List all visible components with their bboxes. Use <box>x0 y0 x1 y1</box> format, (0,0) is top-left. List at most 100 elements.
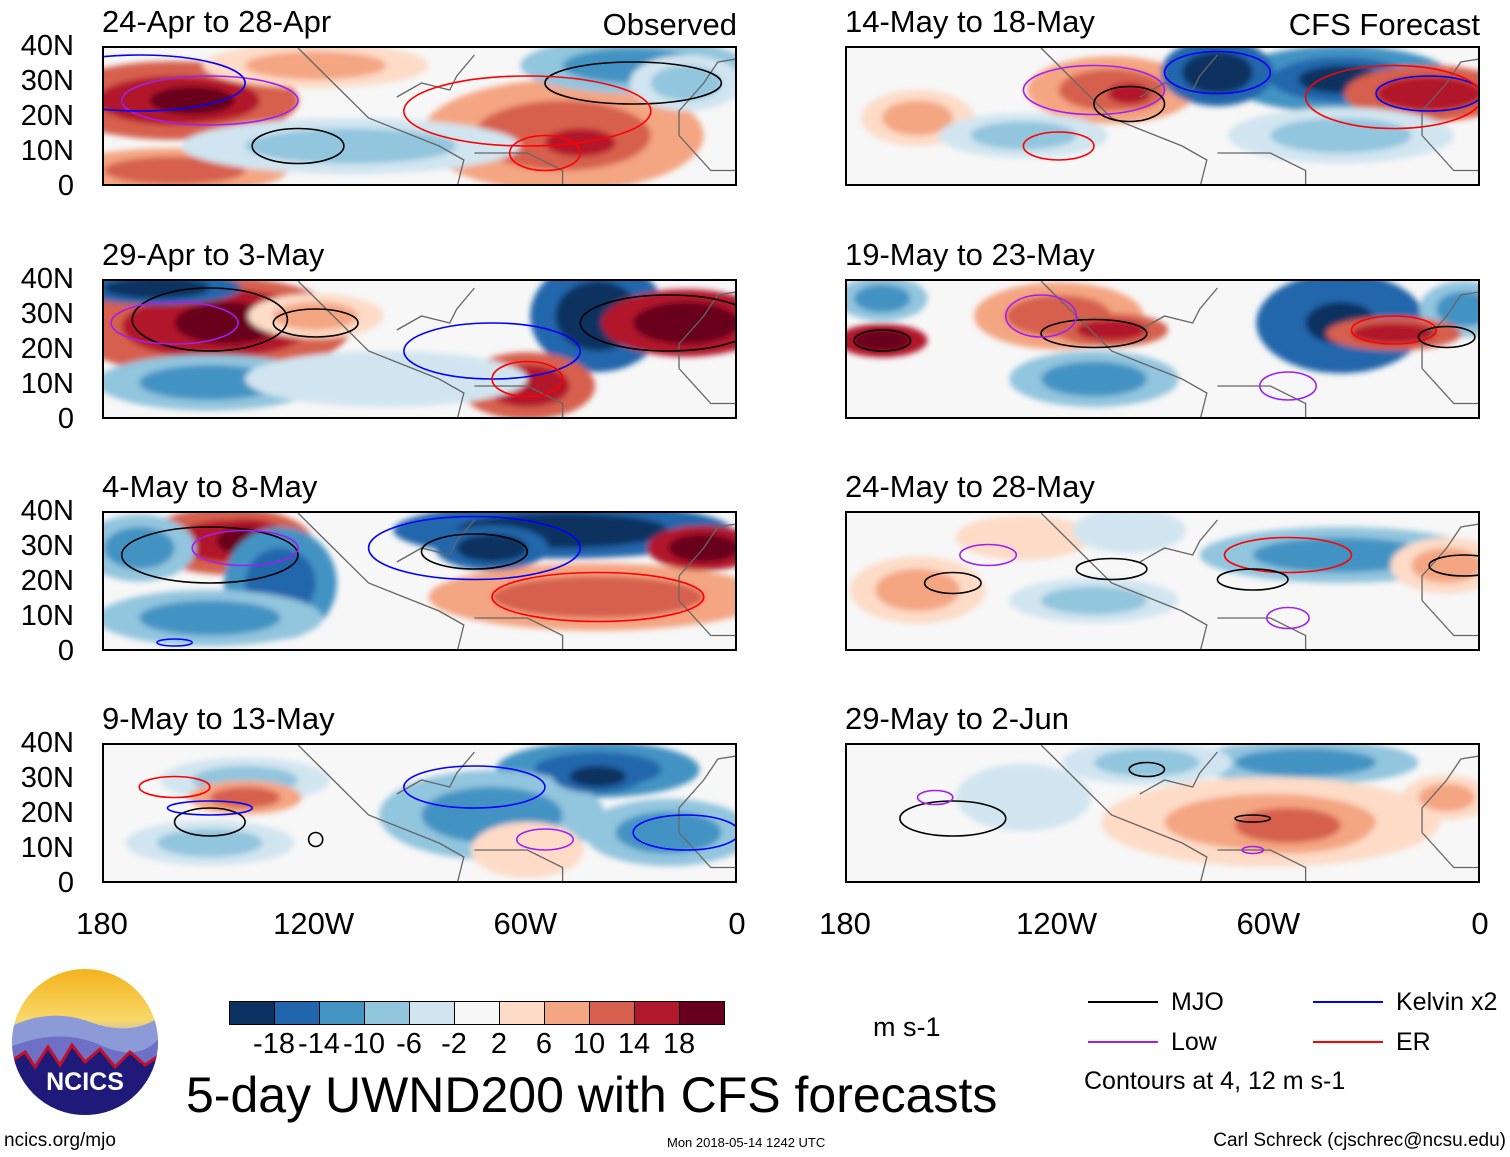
legend-label: MJO <box>1171 988 1224 1016</box>
wind-anomaly-region <box>875 569 960 611</box>
lat-tick-label: 20N <box>20 333 74 365</box>
panel-title: 14-May to 18-May <box>845 4 1095 39</box>
filter-contour <box>1304 64 1478 130</box>
lat-tick-label: 0 <box>57 403 74 435</box>
filter-contour <box>166 800 253 816</box>
coastline <box>297 48 735 184</box>
wind-anomaly-region <box>615 811 722 854</box>
lat-tick-label: 40N <box>20 727 74 759</box>
filter-contour <box>1223 536 1353 574</box>
wind-anomaly-region <box>854 284 911 313</box>
filter-contour <box>959 543 1018 567</box>
wind-anomaly-region <box>1235 748 1377 777</box>
colorbar <box>229 1001 725 1025</box>
lat-tick-label: 20N <box>20 100 74 132</box>
lat-tick-label: 30N <box>20 762 74 794</box>
coastline <box>1040 48 1478 184</box>
lat-tick-label: 10N <box>20 368 74 400</box>
wind-anomaly-region <box>970 121 1077 150</box>
filter-contour <box>367 515 582 581</box>
filter-contour <box>104 54 246 112</box>
coastline <box>1040 745 1478 881</box>
colorbar-swatch <box>365 1002 410 1024</box>
lon-tick-label: 60W <box>493 906 558 941</box>
wind-anomaly-region <box>1270 118 1412 153</box>
panel-title: 9-May to 13-May <box>102 701 335 736</box>
ncics-logo: NCICS <box>10 967 160 1117</box>
lon-tick-label: 120W <box>1016 906 1098 941</box>
wind-anomaly-region <box>668 534 735 562</box>
legend-label: Low <box>1171 1028 1217 1056</box>
filter-contour <box>403 75 652 147</box>
lat-tick-label: 30N <box>20 65 74 97</box>
wind-anomaly-region <box>1376 76 1478 111</box>
colorbar-swatch <box>545 1002 590 1024</box>
wind-anomaly-region <box>273 302 358 330</box>
colorbar-label: -2 <box>441 1028 467 1060</box>
lat-tick-label: 40N <box>20 263 74 295</box>
colorbar-swatch <box>410 1002 455 1024</box>
lon-tick-label: 0 <box>1471 906 1489 941</box>
filter-contour <box>1417 325 1476 349</box>
lon-tick-label: 180 <box>819 906 871 941</box>
wind-anomaly-region <box>156 829 263 857</box>
filter-contour <box>491 360 564 398</box>
colorbar-label: 6 <box>535 1028 553 1060</box>
filter-contour <box>420 533 529 570</box>
lat-tick-label: 20N <box>20 565 74 597</box>
wind-anomaly-region <box>298 361 475 397</box>
wind-anomaly-region <box>1108 83 1151 104</box>
wind-anomaly-region <box>492 576 704 618</box>
colorbar-label: 18 <box>662 1028 696 1060</box>
legend-line <box>1088 1001 1158 1003</box>
lon-tick-label: 60W <box>1236 906 1301 941</box>
legend-line <box>1088 1041 1158 1043</box>
coastline <box>1040 513 1478 649</box>
filter-contour <box>916 789 954 806</box>
filter-contour <box>131 287 289 352</box>
lat-tick-label: 20N <box>20 797 74 829</box>
colorbar-swatch <box>500 1002 545 1024</box>
filter-contour <box>1375 75 1478 112</box>
wind-anomaly-region <box>1076 319 1147 341</box>
footer-url[interactable]: ncics.org/mjo <box>4 1130 116 1151</box>
wind-anomaly-region <box>209 787 281 808</box>
legend-label: Kelvin x2 <box>1396 988 1498 1016</box>
filter-contour <box>1241 845 1265 855</box>
wind-anomaly-region <box>1041 586 1147 615</box>
coastline <box>1040 281 1478 417</box>
lon-tick-label: 0 <box>728 906 746 941</box>
map-panel <box>845 46 1480 186</box>
filter-contour <box>1216 568 1289 591</box>
filter-contour <box>1350 315 1437 345</box>
lat-tick-label: 10N <box>20 135 74 167</box>
panel-title: 24-May to 28-May <box>845 469 1095 504</box>
filter-contour <box>899 800 1007 837</box>
filter-contour <box>923 571 982 595</box>
filter-contour <box>544 61 723 105</box>
filter-contour <box>251 127 345 165</box>
wind-anomaly-region <box>456 534 528 562</box>
lat-tick-label: 0 <box>57 867 74 899</box>
colorbar-swatch <box>320 1002 365 1024</box>
filter-contour <box>191 529 299 567</box>
logo-text: NCICS <box>46 1068 124 1096</box>
colorbar-swatch <box>635 1002 680 1024</box>
lat-tick-label: 30N <box>20 530 74 562</box>
wind-anomaly-region <box>1235 808 1341 843</box>
filter-contour <box>1258 371 1317 401</box>
filter-contour <box>1093 85 1166 123</box>
filter-contour <box>1234 814 1272 823</box>
figure-title: 5-day UWND200 with CFS forecasts <box>186 1067 998 1123</box>
wind-anomaly-region <box>650 65 722 101</box>
filter-contour <box>403 765 546 809</box>
lat-tick-label: 0 <box>57 635 74 667</box>
colorbar-label: -14 <box>298 1028 340 1060</box>
filter-contour <box>1022 64 1166 116</box>
map-panel <box>102 743 737 883</box>
wind-anomaly-region <box>104 156 246 184</box>
map-panel <box>845 511 1480 651</box>
filter-contour <box>1128 761 1166 778</box>
colorbar-swatch <box>275 1002 320 1024</box>
